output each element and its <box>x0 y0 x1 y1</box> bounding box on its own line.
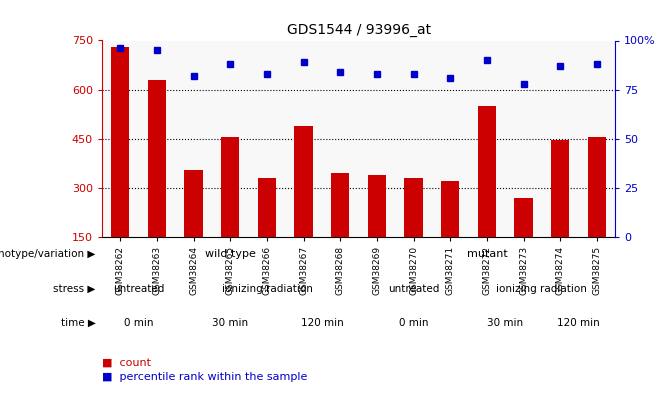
Bar <box>588 137 606 237</box>
Bar <box>478 106 496 237</box>
Text: 30 min: 30 min <box>487 318 523 328</box>
Text: ionizing radiation: ionizing radiation <box>497 284 588 294</box>
Text: time ▶: time ▶ <box>61 318 95 328</box>
Title: GDS1544 / 93996_at: GDS1544 / 93996_at <box>286 23 431 37</box>
Bar <box>515 198 533 237</box>
Bar <box>331 173 349 237</box>
Text: ■  percentile rank within the sample: ■ percentile rank within the sample <box>102 372 307 382</box>
Text: 30 min: 30 min <box>213 318 248 328</box>
Text: 0 min: 0 min <box>399 318 428 328</box>
Bar <box>368 175 386 237</box>
Text: untreated: untreated <box>388 284 440 294</box>
Bar <box>111 47 130 237</box>
Bar <box>441 181 459 237</box>
Text: 120 min: 120 min <box>557 318 600 328</box>
Text: ionizing radiation: ionizing radiation <box>222 284 313 294</box>
Text: untreated: untreated <box>113 284 164 294</box>
Text: mutant: mutant <box>467 249 507 259</box>
Text: ■  count: ■ count <box>102 358 151 367</box>
Text: stress ▶: stress ▶ <box>53 284 95 294</box>
Bar <box>184 170 203 237</box>
Bar <box>294 126 313 237</box>
Text: 0 min: 0 min <box>124 318 153 328</box>
Bar <box>551 141 569 237</box>
Bar <box>148 80 166 237</box>
Text: wild type: wild type <box>205 249 256 259</box>
Text: genotype/variation ▶: genotype/variation ▶ <box>0 249 95 259</box>
Bar <box>258 178 276 237</box>
Bar <box>221 137 240 237</box>
Text: 120 min: 120 min <box>301 318 343 328</box>
Bar <box>405 178 422 237</box>
